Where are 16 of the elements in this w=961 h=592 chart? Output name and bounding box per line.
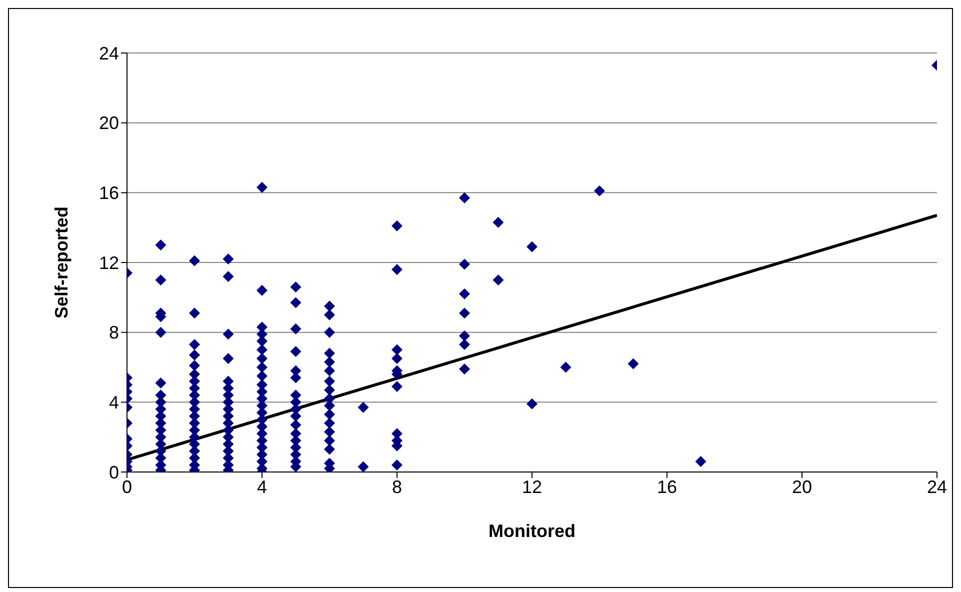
x-tick-label: 24 [926,476,948,497]
x-axis-title: Monitored [488,521,576,541]
y-axis-title: Self-reported [51,206,72,319]
y-tick-label: 24 [98,43,119,64]
x-tick-label: 4 [256,476,268,497]
y-tick-label: 20 [98,113,119,134]
y-tick-label: 8 [108,322,119,343]
x-tick-label: 8 [392,476,402,497]
y-tick-label: 4 [108,392,119,413]
y-tick-label: 16 [98,183,119,204]
x-tick-label: 16 [656,476,678,497]
x-tick-label: 0 [122,476,132,497]
x-tick-label: 20 [792,476,812,497]
y-tick-label: 0 [108,462,119,482]
y-tick-label: 12 [98,252,119,273]
x-tick-label: 12 [522,476,542,497]
